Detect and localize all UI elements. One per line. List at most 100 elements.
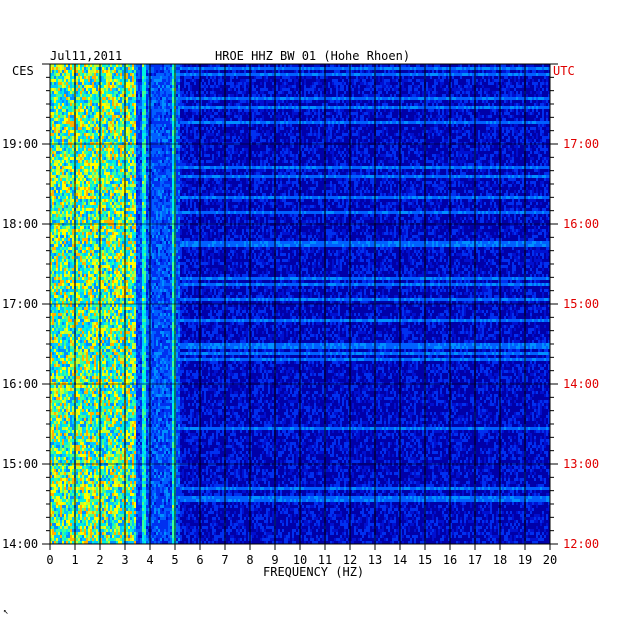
spectrogram-cell [406,103,408,106]
spectrogram-cell [510,94,512,97]
spectrogram-cell [134,139,136,142]
spectrogram-cell [302,73,304,76]
spectrogram-cell [264,76,266,79]
spectrogram-cell [544,139,546,142]
spectrogram-cell [82,70,84,73]
spectrogram-cell [158,118,160,121]
spectrogram-cell [136,91,138,94]
spectrogram-cell [62,79,64,82]
spectrogram-cell [208,145,210,148]
spectrogram-cell [176,64,178,67]
spectrogram-cell [290,64,292,67]
spectrogram-cell [192,91,194,94]
spectrogram-cell [242,79,244,82]
spectrogram-cell [198,103,200,106]
spectrogram-cell [298,118,300,121]
spectrogram-cell [466,70,468,73]
spectrogram-cell [500,79,502,82]
spectrogram-cell [416,73,418,76]
spectrogram-cell [510,106,512,109]
spectrogram-cell [52,130,54,133]
spectrogram-cell [98,148,100,151]
spectrogram-cell [366,127,368,130]
spectrogram-cell [142,112,144,115]
spectrogram-cell [114,100,116,103]
spectrogram-cell [72,79,74,82]
spectrogram-cell [398,73,400,76]
spectrogram-cell [156,121,158,124]
spectrogram-cell [272,139,274,142]
spectrogram-cell [236,106,238,109]
spectrogram-cell [428,136,430,139]
spectrogram-cell [346,76,348,79]
spectrogram-cell [542,67,544,70]
spectrogram-cell [456,136,458,139]
spectrogram-cell [62,73,64,76]
spectrogram-cell [350,127,352,130]
spectrogram-cell [354,79,356,82]
spectrogram-cell [406,64,408,67]
spectrogram-cell [448,133,450,136]
spectrogram-cell [282,100,284,103]
spectrogram-cell [438,79,440,82]
spectrogram-cell [192,73,194,76]
spectrogram-cell [162,124,164,127]
spectrogram-cell [112,148,114,151]
spectrogram-cell [164,124,166,127]
spectrogram-cell [76,145,78,148]
spectrogram-cell [262,91,264,94]
spectrogram-cell [232,109,234,112]
spectrogram-cell [316,67,318,70]
spectrogram-cell [372,100,374,103]
spectrogram-cell [164,82,166,85]
spectrogram-cell [392,109,394,112]
spectrogram-cell [372,145,374,148]
spectrogram-cell [450,70,452,73]
spectrogram-cell [390,70,392,73]
spectrogram-cell [318,64,320,67]
spectrogram-cell [376,67,378,70]
spectrogram-cell [504,91,506,94]
spectrogram-cell [336,85,338,88]
spectrogram-cell [426,67,428,70]
spectrogram-cell [154,70,156,73]
spectrogram-cell [168,70,170,73]
spectrogram-cell [202,106,204,109]
spectrogram-cell [284,115,286,118]
spectrogram-cell [290,67,292,70]
spectrogram-cell [476,121,478,124]
spectrogram-cell [96,67,98,70]
spectrogram-cell [186,109,188,112]
spectrogram-cell [196,70,198,73]
spectrogram-cell [538,127,540,130]
spectrogram-cell [134,121,136,124]
spectrogram-cell [362,79,364,82]
spectrogram-cell [84,127,86,130]
spectrogram-cell [250,136,252,139]
spectrogram-cell [328,148,330,151]
spectrogram-cell [156,103,158,106]
spectrogram-cell [478,91,480,94]
spectrogram-cell [54,112,56,115]
spectrogram-cell [50,121,52,124]
spectrogram-cell [520,97,522,100]
spectrogram-cell [452,88,454,91]
spectrogram-cell [326,118,328,121]
spectrogram-cell [500,94,502,97]
spectrogram-cell [318,112,320,115]
spectrogram-cell [204,133,206,136]
spectrogram-cell [342,88,344,91]
spectrogram-cell [210,115,212,118]
spectrogram-cell [528,97,530,100]
spectrogram-cell [468,145,470,148]
spectrogram-cell [70,127,72,130]
spectrogram-cell [56,145,58,148]
spectrogram-cell [86,64,88,67]
spectrogram-cell [500,64,502,67]
spectrogram-cell [460,106,462,109]
spectrogram-cell [314,106,316,109]
spectrogram-cell [434,94,436,97]
spectrogram-cell [406,127,408,130]
spectrogram-cell [412,94,414,97]
spectrogram-cell [108,73,110,76]
